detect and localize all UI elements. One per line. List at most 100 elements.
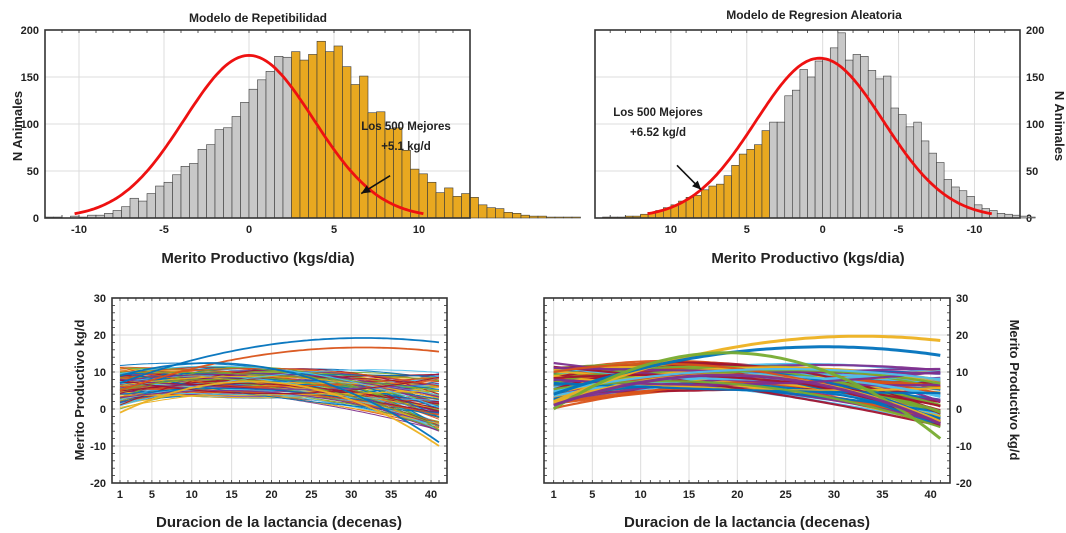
bar	[1027, 216, 1036, 219]
y-axis-label: N Animales	[1052, 91, 1066, 161]
bar-top500	[418, 173, 428, 219]
bar	[172, 174, 182, 219]
bar	[112, 210, 122, 219]
bar	[146, 193, 156, 219]
bar-top500	[563, 216, 573, 219]
x-axis-label: Merito Productivo (kgs/dia)	[711, 250, 904, 267]
bar-top500	[754, 144, 763, 219]
series-line-extreme	[119, 380, 440, 447]
y-tick-label: -10	[90, 441, 106, 453]
annotation-line-1: Los 500 Mejores	[361, 121, 450, 133]
x-tick-label: 25	[305, 489, 317, 501]
bar-top500	[350, 84, 360, 219]
y-tick-label: 150	[21, 72, 39, 84]
bar	[1019, 215, 1028, 219]
y-tick-label: -20	[90, 478, 106, 490]
x-tick-label: -5	[894, 224, 904, 236]
bar-top500	[486, 207, 496, 219]
bar-top500	[554, 216, 564, 219]
x-tick-label: -10	[967, 224, 983, 236]
bar	[905, 126, 915, 219]
series-line	[119, 378, 440, 390]
series-line	[553, 380, 941, 429]
bar	[822, 58, 831, 219]
y-tick-label: 0	[100, 404, 106, 416]
bar	[121, 206, 131, 219]
bar-top500	[520, 214, 530, 219]
y-tick-label: 20	[956, 330, 968, 342]
series-line-extreme	[119, 346, 440, 392]
bar	[769, 121, 778, 219]
bar	[138, 200, 148, 219]
bar	[214, 129, 224, 219]
x-tick-label: 15	[226, 489, 238, 501]
bar-top500	[333, 45, 343, 219]
y-tick-label: -20	[956, 478, 972, 490]
bar	[837, 32, 846, 219]
y-tick-label: 50	[1026, 166, 1038, 178]
y-tick-label: 200	[21, 25, 39, 37]
bar	[274, 56, 284, 219]
annotation-arrowhead	[692, 180, 702, 190]
x-tick-label: 5	[744, 224, 750, 236]
x-tick-label: -10	[71, 224, 87, 236]
bar	[223, 127, 233, 219]
bar-top500	[546, 216, 556, 219]
bar-top500	[435, 192, 445, 219]
bar-top500	[495, 208, 505, 219]
bar-top500	[529, 215, 539, 219]
x-tick-label: 20	[265, 489, 277, 501]
series-line	[553, 367, 941, 403]
x-tick-label: 25	[780, 489, 792, 501]
bar	[792, 89, 801, 219]
series-line	[119, 383, 440, 410]
annotation-line-1: Los 500 Mejores	[613, 107, 702, 119]
normal-curve	[647, 56, 993, 216]
plot-frame	[111, 297, 448, 484]
bar	[776, 121, 786, 219]
bar	[206, 144, 216, 219]
series-line-extreme	[119, 362, 440, 444]
annotation-arrowhead	[361, 185, 371, 194]
x-tick-label: 0	[246, 224, 252, 236]
bar-top500	[731, 165, 740, 219]
bar-top500	[738, 153, 748, 219]
bar-top500	[444, 187, 454, 219]
bar-top500	[342, 66, 352, 219]
y-tick-label: 10	[94, 367, 106, 379]
bar	[807, 76, 816, 219]
series-line	[119, 375, 440, 399]
y-tick-label: 20	[94, 330, 106, 342]
bar-top500	[325, 51, 335, 219]
chart-title: Modelo de Repetibilidad	[189, 11, 327, 25]
bar-top500	[461, 193, 471, 219]
y-tick-label: 30	[94, 293, 106, 305]
bar	[248, 88, 258, 219]
series-line	[119, 376, 440, 395]
bar	[180, 166, 190, 219]
normal-curve	[74, 53, 424, 216]
bar	[240, 102, 250, 219]
series-line-extreme	[552, 351, 942, 440]
bar	[867, 70, 877, 219]
y-tick-label: 0	[956, 404, 962, 416]
bar	[257, 79, 267, 219]
x-tick-label: 40	[425, 489, 437, 501]
x-tick-label: 40	[925, 489, 937, 501]
y-tick-label: 150	[1026, 72, 1044, 84]
bar	[845, 59, 854, 219]
x-tick-label: 30	[345, 489, 357, 501]
bar	[231, 116, 241, 219]
bar	[129, 197, 139, 219]
plot-frame	[44, 29, 471, 219]
bar	[197, 149, 207, 219]
bar-top500	[478, 204, 488, 219]
x-tick-label: 5	[589, 489, 595, 501]
